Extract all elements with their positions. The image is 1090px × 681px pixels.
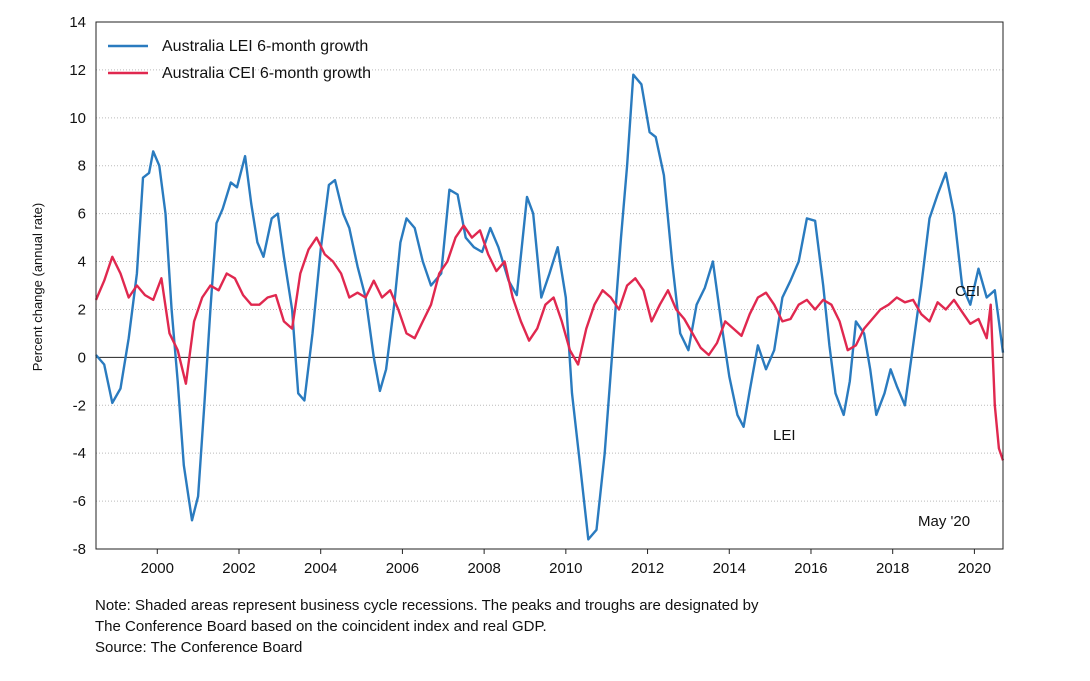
x-tick-label: 2006 bbox=[386, 560, 419, 577]
series-lines bbox=[94, 73, 1005, 541]
y-tick-label: 12 bbox=[69, 62, 86, 79]
series-line-lei bbox=[95, 73, 1005, 541]
cei-annotation: CEI bbox=[955, 283, 980, 300]
y-tick-label: 6 bbox=[78, 206, 86, 223]
x-tick-label: 2010 bbox=[549, 560, 582, 577]
x-tick-label: 2012 bbox=[631, 560, 664, 577]
x-axis-ticks: 2000 2002 2004 2006 2008 2010 2012 2014 2016 2018… bbox=[141, 549, 991, 577]
chart: -8 -6 -4 -2 0 2 4 6 8 10 12 14 2000 2002 2004 2006 2008… bbox=[30, 14, 1005, 577]
y-tick-label: 8 bbox=[78, 158, 86, 175]
legend: Australia LEI 6-month growth Australia CE… bbox=[108, 38, 371, 82]
gridlines bbox=[96, 69, 1003, 502]
x-tick-label: 2000 bbox=[141, 560, 174, 577]
x-tick-label: 2004 bbox=[304, 560, 337, 577]
date-annotation: May '20 bbox=[918, 513, 970, 530]
lei-annotation: LEI bbox=[773, 427, 796, 444]
y-tick-label: -2 bbox=[73, 397, 86, 414]
plot-frame bbox=[95, 21, 1004, 550]
y-tick-label: 0 bbox=[78, 349, 86, 366]
x-tick-label: 2020 bbox=[958, 560, 991, 577]
series-line-cei bbox=[94, 224, 1005, 461]
y-tick-label: -6 bbox=[73, 493, 86, 510]
y-tick-label: -8 bbox=[73, 541, 86, 558]
note-line-1: Note: Shaded areas represent business cy… bbox=[95, 597, 759, 614]
y-tick-label: 4 bbox=[78, 254, 86, 271]
source-line: Source: The Conference Board bbox=[95, 639, 303, 656]
x-tick-label: 2018 bbox=[876, 560, 909, 577]
y-tick-label: -4 bbox=[73, 445, 86, 462]
x-tick-label: 2002 bbox=[222, 560, 255, 577]
annotations: CEI LEI May '20 bbox=[773, 283, 980, 530]
legend-label: Australia LEI 6-month growth bbox=[162, 38, 368, 55]
y-axis-ticks: -8 -6 -4 -2 0 2 4 6 8 10 12 14 bbox=[69, 14, 86, 558]
x-tick-label: 2014 bbox=[713, 560, 746, 577]
y-tick-label: 10 bbox=[69, 110, 86, 127]
y-tick-label: 2 bbox=[78, 301, 86, 318]
y-tick-label: 14 bbox=[69, 14, 86, 31]
note-line-2: The Conference Board based on the coinci… bbox=[95, 618, 547, 635]
y-axis-label: Percent change (annual rate) bbox=[30, 203, 45, 371]
x-tick-label: 2008 bbox=[467, 560, 500, 577]
x-tick-label: 2016 bbox=[794, 560, 827, 577]
legend-label: Australia CEI 6-month growth bbox=[162, 65, 371, 82]
